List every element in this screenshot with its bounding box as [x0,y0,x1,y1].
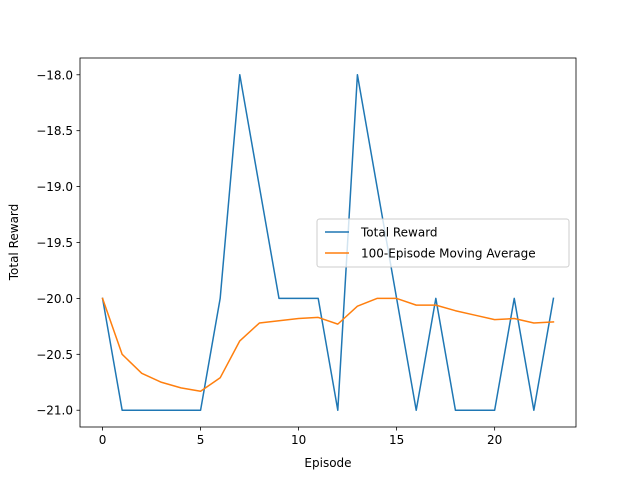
y-tick-label: −21.0 [36,404,73,418]
x-axis-label: Episode [304,456,351,470]
x-tick-label: 5 [197,433,205,447]
y-tick-label: −20.0 [36,292,73,306]
series-line-moving-average [101,297,555,392]
y-tick-label: −20.5 [36,348,73,362]
legend-box [316,218,570,268]
legend: Total Reward 100-Episode Moving Average [316,218,570,268]
y-tick-label: −18.5 [36,124,73,138]
x-tick-label: 20 [487,433,502,447]
y-tick-label: −19.0 [36,180,73,194]
x-axis-ticks: 0 5 10 15 20 [99,427,502,447]
legend-label: Total Reward [360,226,438,240]
x-tick-label: 0 [99,433,107,447]
series-line-total-reward [101,74,555,411]
y-tick-label: −19.5 [36,236,73,250]
series-layer [101,74,555,411]
legend-label: 100-Episode Moving Average [361,247,536,261]
x-tick-label: 10 [291,433,306,447]
y-axis-label: Total Reward [7,204,21,282]
x-tick-label: 15 [389,433,404,447]
y-axis-ticks: −21.0 −20.5 −20.0 −19.5 −19.0 −18.5 −18.0 [36,68,80,418]
y-tick-label: −18.0 [36,68,73,82]
